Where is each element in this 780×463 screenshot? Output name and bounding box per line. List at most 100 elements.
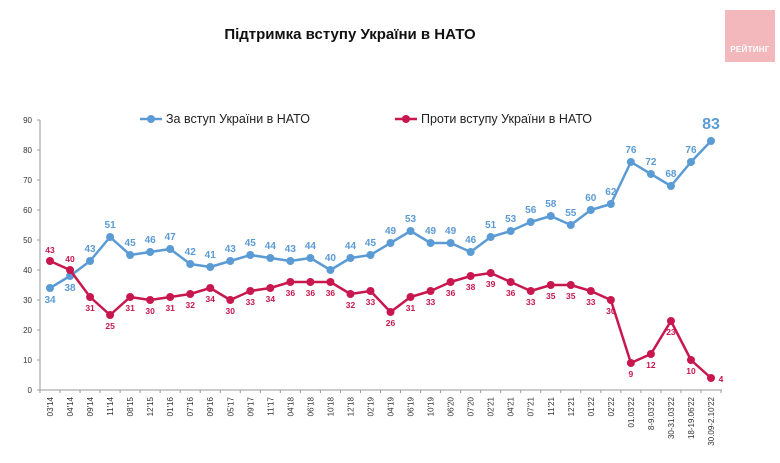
against-data-label: 25 bbox=[105, 321, 115, 331]
against-point bbox=[326, 278, 335, 286]
for-line-segment bbox=[109, 236, 131, 256]
against-data-label: 32 bbox=[346, 300, 356, 310]
against-point bbox=[506, 278, 515, 286]
chart-title: Підтримка вступу України в НАТО bbox=[224, 26, 476, 43]
against-point bbox=[286, 278, 295, 286]
for-point bbox=[346, 254, 355, 262]
x-tick-label: 30.09-2.10'22 bbox=[707, 396, 716, 445]
against-data-label: 40 bbox=[65, 254, 75, 264]
against-data-label: 23 bbox=[666, 327, 676, 337]
against-data-label: 9 bbox=[629, 369, 634, 379]
for-point bbox=[246, 251, 255, 259]
for-point bbox=[646, 170, 655, 178]
against-data-label: 35 bbox=[546, 291, 556, 301]
against-point bbox=[526, 287, 535, 295]
y-tick-label: 50 bbox=[23, 236, 32, 245]
x-tick-label: 18-19.06'22 bbox=[687, 396, 696, 439]
for-point bbox=[286, 257, 295, 265]
x-tick-label: 03'14 bbox=[46, 396, 55, 416]
against-point bbox=[126, 293, 135, 301]
for-data-label: 49 bbox=[385, 226, 397, 237]
for-line-segment bbox=[469, 235, 492, 254]
for-point bbox=[606, 200, 615, 208]
for-legend-marker bbox=[147, 115, 155, 123]
logo-text: РЕЙТИНГ bbox=[730, 45, 770, 54]
for-data-label: 46 bbox=[465, 235, 477, 246]
against-data-label: 38 bbox=[466, 282, 476, 292]
against-point bbox=[446, 278, 455, 286]
against-data-label: 43 bbox=[45, 245, 55, 255]
y-tick-label: 60 bbox=[23, 206, 32, 215]
for-data-label: 68 bbox=[665, 169, 677, 180]
against-point bbox=[146, 296, 155, 304]
against-line-segment bbox=[109, 296, 131, 316]
for-data-label: 47 bbox=[165, 232, 177, 243]
against-data-label: 30 bbox=[145, 306, 155, 316]
against-point bbox=[606, 296, 615, 304]
against-point bbox=[566, 281, 575, 289]
x-tick-label: 30-31.03'22 bbox=[667, 396, 676, 439]
x-tick-label: 04'18 bbox=[286, 396, 295, 416]
for-point bbox=[666, 182, 675, 190]
against-legend-label: Проти вступу України в НАТО bbox=[421, 112, 592, 126]
for-point bbox=[486, 233, 495, 241]
against-data-label: 34 bbox=[266, 294, 276, 304]
against-line-segment bbox=[69, 269, 92, 298]
y-tick-label: 20 bbox=[23, 326, 32, 335]
against-point bbox=[546, 281, 555, 289]
x-tick-label: 11'21 bbox=[547, 396, 556, 415]
against-data-label: 12 bbox=[646, 360, 656, 370]
for-data-label: 51 bbox=[485, 220, 497, 231]
y-tick-label: 90 bbox=[23, 116, 32, 125]
for-point bbox=[106, 233, 115, 241]
for-data-label: 83 bbox=[702, 116, 720, 133]
for-line-segment bbox=[570, 208, 592, 227]
x-tick-label: 04'14 bbox=[66, 396, 75, 416]
against-data-label: 31 bbox=[165, 303, 175, 313]
against-data-label: 36 bbox=[306, 288, 316, 298]
x-tick-label: 07'16 bbox=[186, 396, 195, 416]
for-data-label: 56 bbox=[525, 205, 537, 216]
against-data-label: 33 bbox=[246, 297, 256, 307]
for-point bbox=[86, 257, 95, 265]
against-point bbox=[106, 311, 115, 319]
against-data-label: 34 bbox=[206, 294, 216, 304]
x-tick-label: 11'14 bbox=[106, 396, 115, 415]
for-point bbox=[506, 227, 515, 235]
x-tick-label: 08'15 bbox=[126, 396, 135, 416]
for-point bbox=[526, 218, 535, 226]
for-data-label: 42 bbox=[185, 247, 197, 258]
x-tick-label: 12'15 bbox=[146, 396, 155, 416]
x-tick-label: 06'18 bbox=[306, 396, 315, 416]
for-data-label: 44 bbox=[345, 241, 357, 252]
for-data-label: 49 bbox=[425, 226, 437, 237]
for-line-segment bbox=[609, 161, 633, 205]
against-point bbox=[386, 308, 395, 316]
for-point bbox=[406, 227, 415, 235]
against-point bbox=[466, 272, 475, 280]
x-tick-label: 04'19 bbox=[387, 396, 396, 416]
against-data-label: 31 bbox=[406, 303, 416, 313]
for-point bbox=[46, 284, 54, 292]
for-data-label: 60 bbox=[585, 193, 597, 204]
against-point bbox=[46, 257, 54, 265]
against-line-segment bbox=[609, 299, 633, 364]
for-point bbox=[686, 158, 695, 166]
for-data-label: 45 bbox=[365, 238, 377, 249]
against-point bbox=[246, 287, 255, 295]
y-tick-label: 10 bbox=[23, 356, 32, 365]
y-tick-label: 30 bbox=[23, 296, 32, 305]
against-line-segment bbox=[369, 290, 392, 313]
y-tick-label: 70 bbox=[23, 176, 32, 185]
for-line-segment bbox=[669, 161, 692, 187]
rating-logo: РЕЙТИНГ bbox=[725, 10, 775, 62]
x-tick-label: 12'18 bbox=[346, 396, 355, 416]
for-data-label: 46 bbox=[145, 235, 157, 246]
against-point bbox=[86, 293, 95, 301]
against-point bbox=[406, 293, 415, 301]
for-point bbox=[566, 221, 575, 229]
for-point bbox=[166, 245, 175, 253]
against-data-label: 33 bbox=[586, 297, 596, 307]
for-point bbox=[426, 239, 435, 247]
